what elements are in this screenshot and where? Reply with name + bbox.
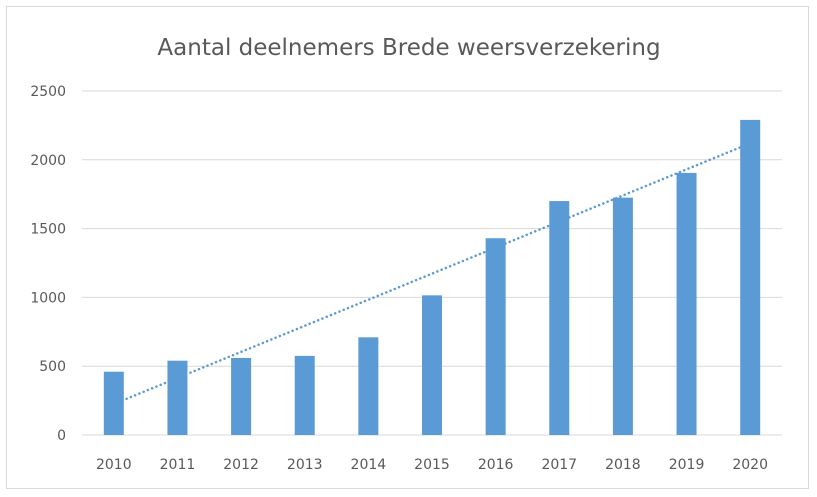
x-tick-label: 2019 [669, 457, 705, 473]
x-tick-label: 2012 [223, 457, 259, 473]
y-tick-label: 2000 [30, 153, 66, 169]
grid-lines [82, 90, 782, 436]
chart-title: Aantal deelnemers Brede weersverzekering [157, 35, 660, 61]
x-tick-label: 2013 [287, 457, 323, 473]
chart-frame [6, 6, 809, 489]
x-tick-label: 2018 [605, 457, 641, 473]
x-tick-label: 2016 [478, 457, 514, 473]
x-tick-label: 2011 [160, 457, 196, 473]
x-axis-ticks: 2010 2011 2012 2013 2014 2015 2016 2017 2018 2019… [96, 457, 768, 473]
x-tick-label: 2020 [732, 457, 768, 473]
bar-2015 [422, 295, 442, 435]
y-tick-label: 0 [57, 428, 66, 444]
bar-2017 [549, 201, 570, 435]
x-tick-label: 2010 [96, 457, 132, 473]
bar-2020 [740, 119, 761, 436]
y-axis-ticks: 0 500 1000 1500 2000 2500 [30, 84, 66, 444]
trendline-line [112, 142, 752, 406]
bar-2011 [167, 360, 188, 435]
x-tick-label: 2017 [541, 457, 577, 473]
x-tick-label: 2014 [351, 457, 387, 473]
y-tick-label: 1000 [30, 290, 66, 306]
bar-2012 [231, 357, 252, 435]
y-tick-label: 2500 [30, 84, 66, 100]
bars [103, 119, 761, 436]
bar-2018 [612, 197, 633, 435]
bar-2016 [485, 238, 506, 435]
x-tick-label: 2015 [414, 457, 450, 473]
y-tick-label: 1500 [30, 222, 66, 238]
bar-2019 [676, 172, 697, 435]
y-tick-label: 500 [39, 359, 66, 375]
trendline [112, 142, 752, 406]
bar-2013 [294, 355, 315, 435]
bar-2014 [358, 337, 379, 435]
